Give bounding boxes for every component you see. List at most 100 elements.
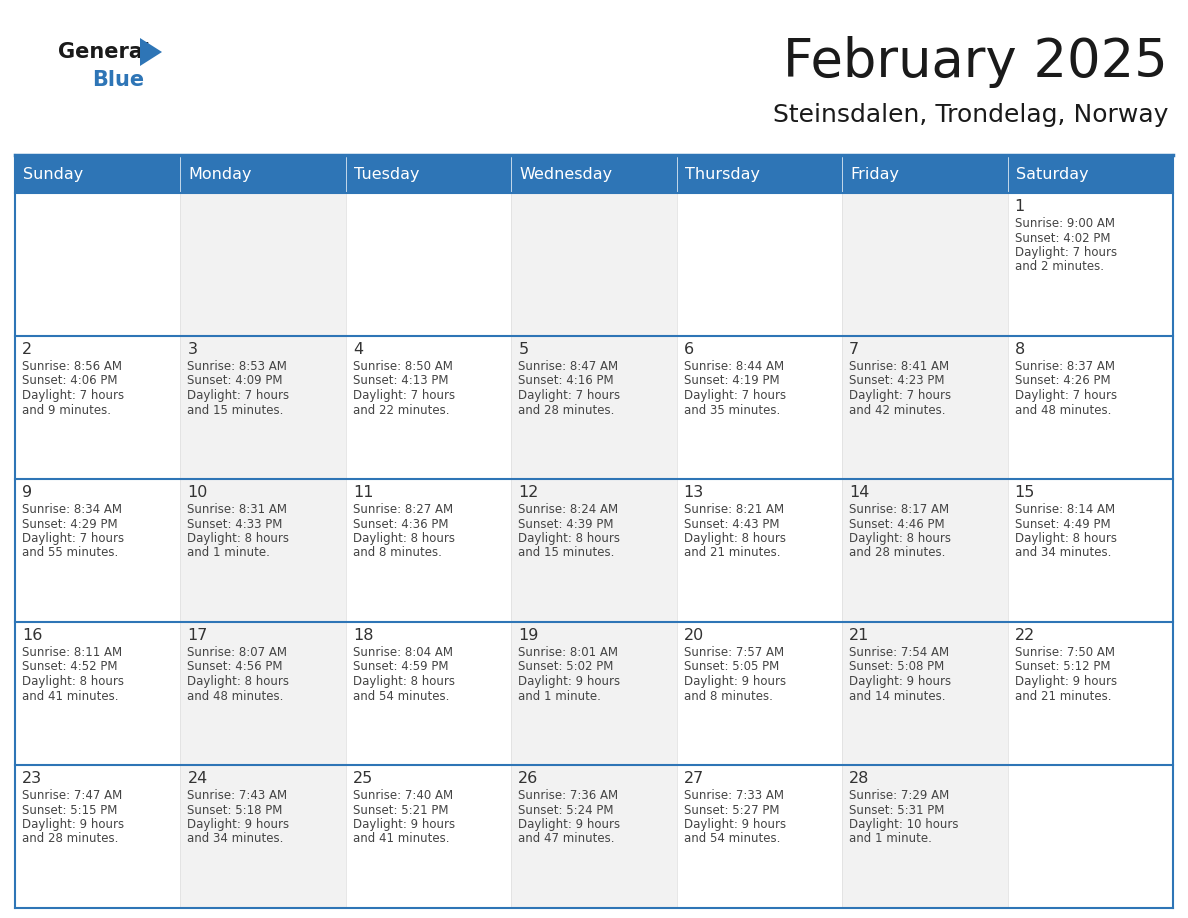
Text: Sunset: 4:46 PM: Sunset: 4:46 PM xyxy=(849,518,944,531)
Text: and 2 minutes.: and 2 minutes. xyxy=(1015,261,1104,274)
Text: 22: 22 xyxy=(1015,628,1035,643)
Bar xyxy=(15,479,181,622)
Text: Sunset: 4:26 PM: Sunset: 4:26 PM xyxy=(1015,375,1111,387)
Text: and 15 minutes.: and 15 minutes. xyxy=(518,546,614,559)
Text: 4: 4 xyxy=(353,342,364,357)
Text: 17: 17 xyxy=(188,628,208,643)
Text: and 8 minutes.: and 8 minutes. xyxy=(353,546,442,559)
Text: Sunset: 4:43 PM: Sunset: 4:43 PM xyxy=(684,518,779,531)
Text: Daylight: 8 hours: Daylight: 8 hours xyxy=(23,675,124,688)
Bar xyxy=(511,622,677,765)
Bar xyxy=(346,193,511,336)
Text: and 55 minutes.: and 55 minutes. xyxy=(23,546,119,559)
Bar xyxy=(677,336,842,479)
Polygon shape xyxy=(140,38,162,66)
Bar xyxy=(1007,155,1173,193)
Text: and 28 minutes.: and 28 minutes. xyxy=(849,546,946,559)
Text: Sunrise: 8:53 AM: Sunrise: 8:53 AM xyxy=(188,360,287,373)
Text: Daylight: 9 hours: Daylight: 9 hours xyxy=(1015,675,1117,688)
Text: Daylight: 8 hours: Daylight: 8 hours xyxy=(684,532,785,545)
Text: Wednesday: Wednesday xyxy=(519,166,612,182)
Text: and 21 minutes.: and 21 minutes. xyxy=(684,546,781,559)
Text: 24: 24 xyxy=(188,771,208,786)
Text: Sunrise: 7:47 AM: Sunrise: 7:47 AM xyxy=(23,789,122,802)
Text: and 9 minutes.: and 9 minutes. xyxy=(23,404,110,417)
Text: Sunrise: 7:40 AM: Sunrise: 7:40 AM xyxy=(353,789,453,802)
Bar xyxy=(842,155,1007,193)
Text: Sunrise: 8:27 AM: Sunrise: 8:27 AM xyxy=(353,503,453,516)
Text: Sunset: 5:27 PM: Sunset: 5:27 PM xyxy=(684,803,779,816)
Text: 20: 20 xyxy=(684,628,704,643)
Bar xyxy=(511,765,677,908)
Text: Sunrise: 8:44 AM: Sunrise: 8:44 AM xyxy=(684,360,784,373)
Bar xyxy=(842,336,1007,479)
Text: 15: 15 xyxy=(1015,485,1035,500)
Bar xyxy=(1007,336,1173,479)
Text: Daylight: 8 hours: Daylight: 8 hours xyxy=(353,675,455,688)
Bar xyxy=(842,622,1007,765)
Bar xyxy=(842,479,1007,622)
Text: Sunset: 5:05 PM: Sunset: 5:05 PM xyxy=(684,660,779,674)
Text: Daylight: 8 hours: Daylight: 8 hours xyxy=(188,532,290,545)
Bar xyxy=(677,193,842,336)
Text: Saturday: Saturday xyxy=(1016,166,1088,182)
Bar xyxy=(346,765,511,908)
Text: Sunrise: 8:04 AM: Sunrise: 8:04 AM xyxy=(353,646,453,659)
Text: and 8 minutes.: and 8 minutes. xyxy=(684,689,772,702)
Text: Daylight: 8 hours: Daylight: 8 hours xyxy=(1015,532,1117,545)
Text: 26: 26 xyxy=(518,771,538,786)
Text: 9: 9 xyxy=(23,485,32,500)
Bar xyxy=(842,765,1007,908)
Text: Sunset: 4:59 PM: Sunset: 4:59 PM xyxy=(353,660,448,674)
Bar xyxy=(346,622,511,765)
Text: 2: 2 xyxy=(23,342,32,357)
Text: Daylight: 7 hours: Daylight: 7 hours xyxy=(353,389,455,402)
Text: 28: 28 xyxy=(849,771,870,786)
Text: Daylight: 9 hours: Daylight: 9 hours xyxy=(188,818,290,831)
Text: 3: 3 xyxy=(188,342,197,357)
Text: Daylight: 8 hours: Daylight: 8 hours xyxy=(518,532,620,545)
Text: and 1 minute.: and 1 minute. xyxy=(518,689,601,702)
Text: Daylight: 7 hours: Daylight: 7 hours xyxy=(1015,246,1117,259)
Text: Sunrise: 8:50 AM: Sunrise: 8:50 AM xyxy=(353,360,453,373)
Text: Sunrise: 7:54 AM: Sunrise: 7:54 AM xyxy=(849,646,949,659)
Text: Sunset: 4:49 PM: Sunset: 4:49 PM xyxy=(1015,518,1111,531)
Text: Sunrise: 7:57 AM: Sunrise: 7:57 AM xyxy=(684,646,784,659)
Text: Daylight: 9 hours: Daylight: 9 hours xyxy=(23,818,124,831)
Bar xyxy=(511,155,677,193)
Text: Sunset: 5:18 PM: Sunset: 5:18 PM xyxy=(188,803,283,816)
Text: Daylight: 9 hours: Daylight: 9 hours xyxy=(849,675,952,688)
Bar xyxy=(181,336,346,479)
Text: Daylight: 7 hours: Daylight: 7 hours xyxy=(518,389,620,402)
Text: Sunrise: 8:24 AM: Sunrise: 8:24 AM xyxy=(518,503,619,516)
Text: Sunrise: 7:33 AM: Sunrise: 7:33 AM xyxy=(684,789,784,802)
Text: Sunset: 4:06 PM: Sunset: 4:06 PM xyxy=(23,375,118,387)
Text: Sunset: 4:33 PM: Sunset: 4:33 PM xyxy=(188,518,283,531)
Text: Daylight: 7 hours: Daylight: 7 hours xyxy=(684,389,785,402)
Text: 12: 12 xyxy=(518,485,538,500)
Text: Sunset: 4:29 PM: Sunset: 4:29 PM xyxy=(23,518,118,531)
Text: Sunrise: 7:29 AM: Sunrise: 7:29 AM xyxy=(849,789,949,802)
Text: and 1 minute.: and 1 minute. xyxy=(188,546,271,559)
Text: Sunrise: 8:41 AM: Sunrise: 8:41 AM xyxy=(849,360,949,373)
Text: and 28 minutes.: and 28 minutes. xyxy=(23,833,119,845)
Text: Sunrise: 8:31 AM: Sunrise: 8:31 AM xyxy=(188,503,287,516)
Text: and 42 minutes.: and 42 minutes. xyxy=(849,404,946,417)
Bar xyxy=(15,155,181,193)
Text: 6: 6 xyxy=(684,342,694,357)
Bar xyxy=(677,622,842,765)
Text: Sunrise: 8:01 AM: Sunrise: 8:01 AM xyxy=(518,646,618,659)
Bar xyxy=(1007,765,1173,908)
Text: and 15 minutes.: and 15 minutes. xyxy=(188,404,284,417)
Text: and 41 minutes.: and 41 minutes. xyxy=(23,689,119,702)
Text: 8: 8 xyxy=(1015,342,1025,357)
Text: 13: 13 xyxy=(684,485,704,500)
Text: 21: 21 xyxy=(849,628,870,643)
Bar xyxy=(842,193,1007,336)
Text: Daylight: 7 hours: Daylight: 7 hours xyxy=(1015,389,1117,402)
Text: Sunset: 4:16 PM: Sunset: 4:16 PM xyxy=(518,375,614,387)
Text: Sunrise: 9:00 AM: Sunrise: 9:00 AM xyxy=(1015,217,1114,230)
Text: and 48 minutes.: and 48 minutes. xyxy=(188,689,284,702)
Text: Daylight: 8 hours: Daylight: 8 hours xyxy=(353,532,455,545)
Bar xyxy=(15,336,181,479)
